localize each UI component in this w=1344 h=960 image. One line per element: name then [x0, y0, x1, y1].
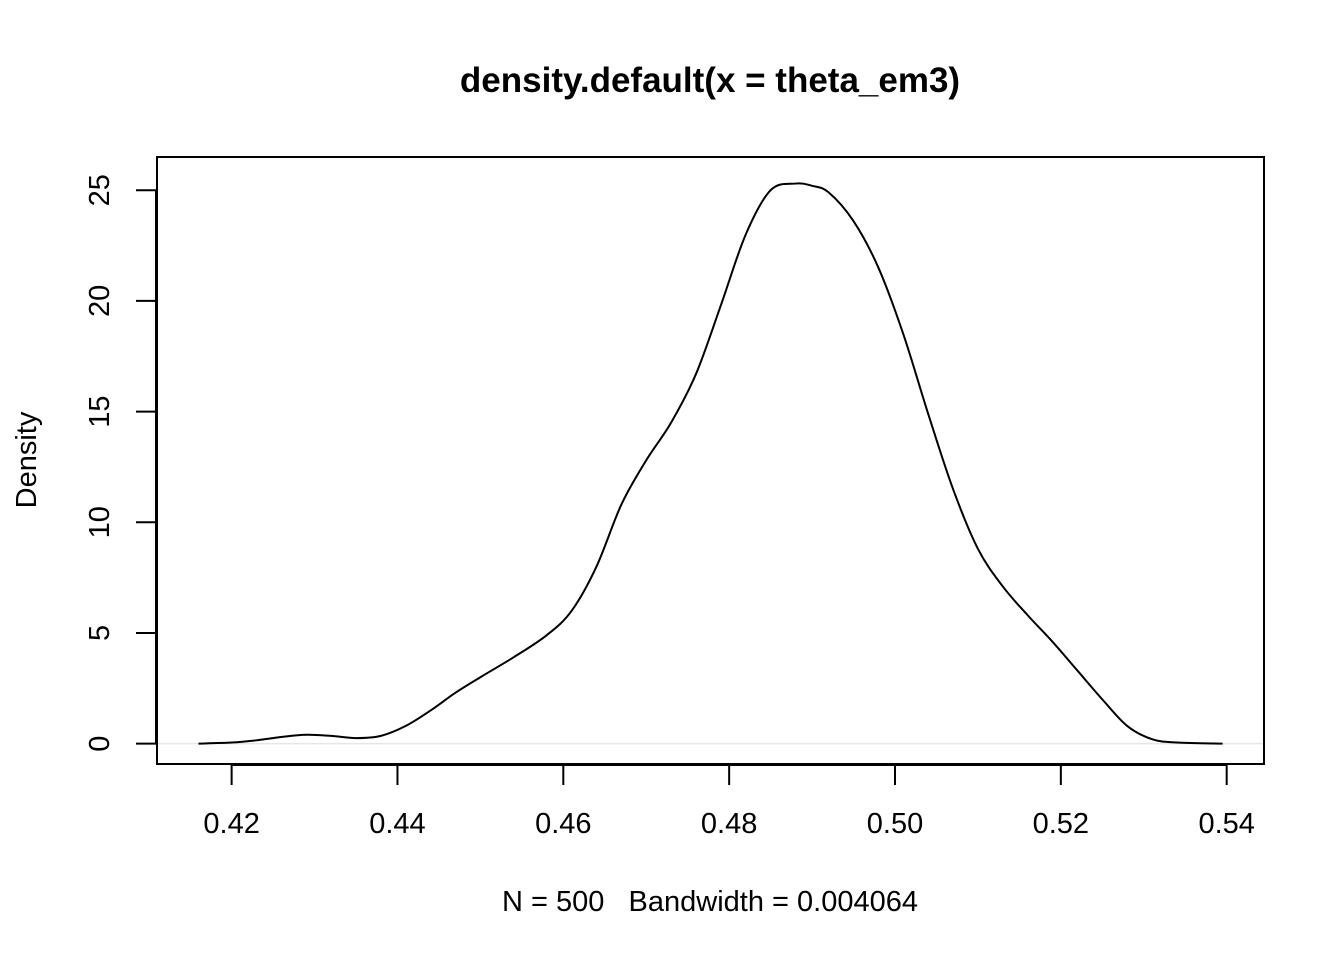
x-axis-label: N = 500 Bandwidth = 0.004064 — [502, 886, 918, 918]
y-tick-label: 20 — [84, 285, 116, 317]
x-tick-label: 0.44 — [369, 808, 425, 840]
y-tick-label: 10 — [84, 506, 116, 538]
x-tick-label: 0.48 — [701, 808, 757, 840]
plot-area — [157, 182, 1264, 745]
x-axis: 0.42 0.44 0.46 0.48 0.50 0.52 0.54 — [203, 764, 1255, 840]
density-curve-line — [198, 182, 1223, 745]
x-tick-label: 0.54 — [1198, 808, 1254, 840]
x-tick-label: 0.50 — [867, 808, 923, 840]
y-tick-label: 0 — [84, 736, 116, 752]
y-tick-label: 15 — [84, 395, 116, 427]
x-tick-label: 0.42 — [203, 808, 259, 840]
x-tick-label: 0.46 — [535, 808, 591, 840]
plot-frame — [156, 156, 1265, 765]
y-axis-label: Density — [11, 411, 43, 508]
y-axis: 0 5 10 15 20 25 — [84, 174, 157, 752]
y-tick-label: 5 — [84, 625, 116, 641]
x-tick-label: 0.52 — [1033, 808, 1089, 840]
chart-title: density.default(x = theta_em3) — [460, 61, 960, 100]
y-tick-label: 25 — [84, 174, 116, 206]
